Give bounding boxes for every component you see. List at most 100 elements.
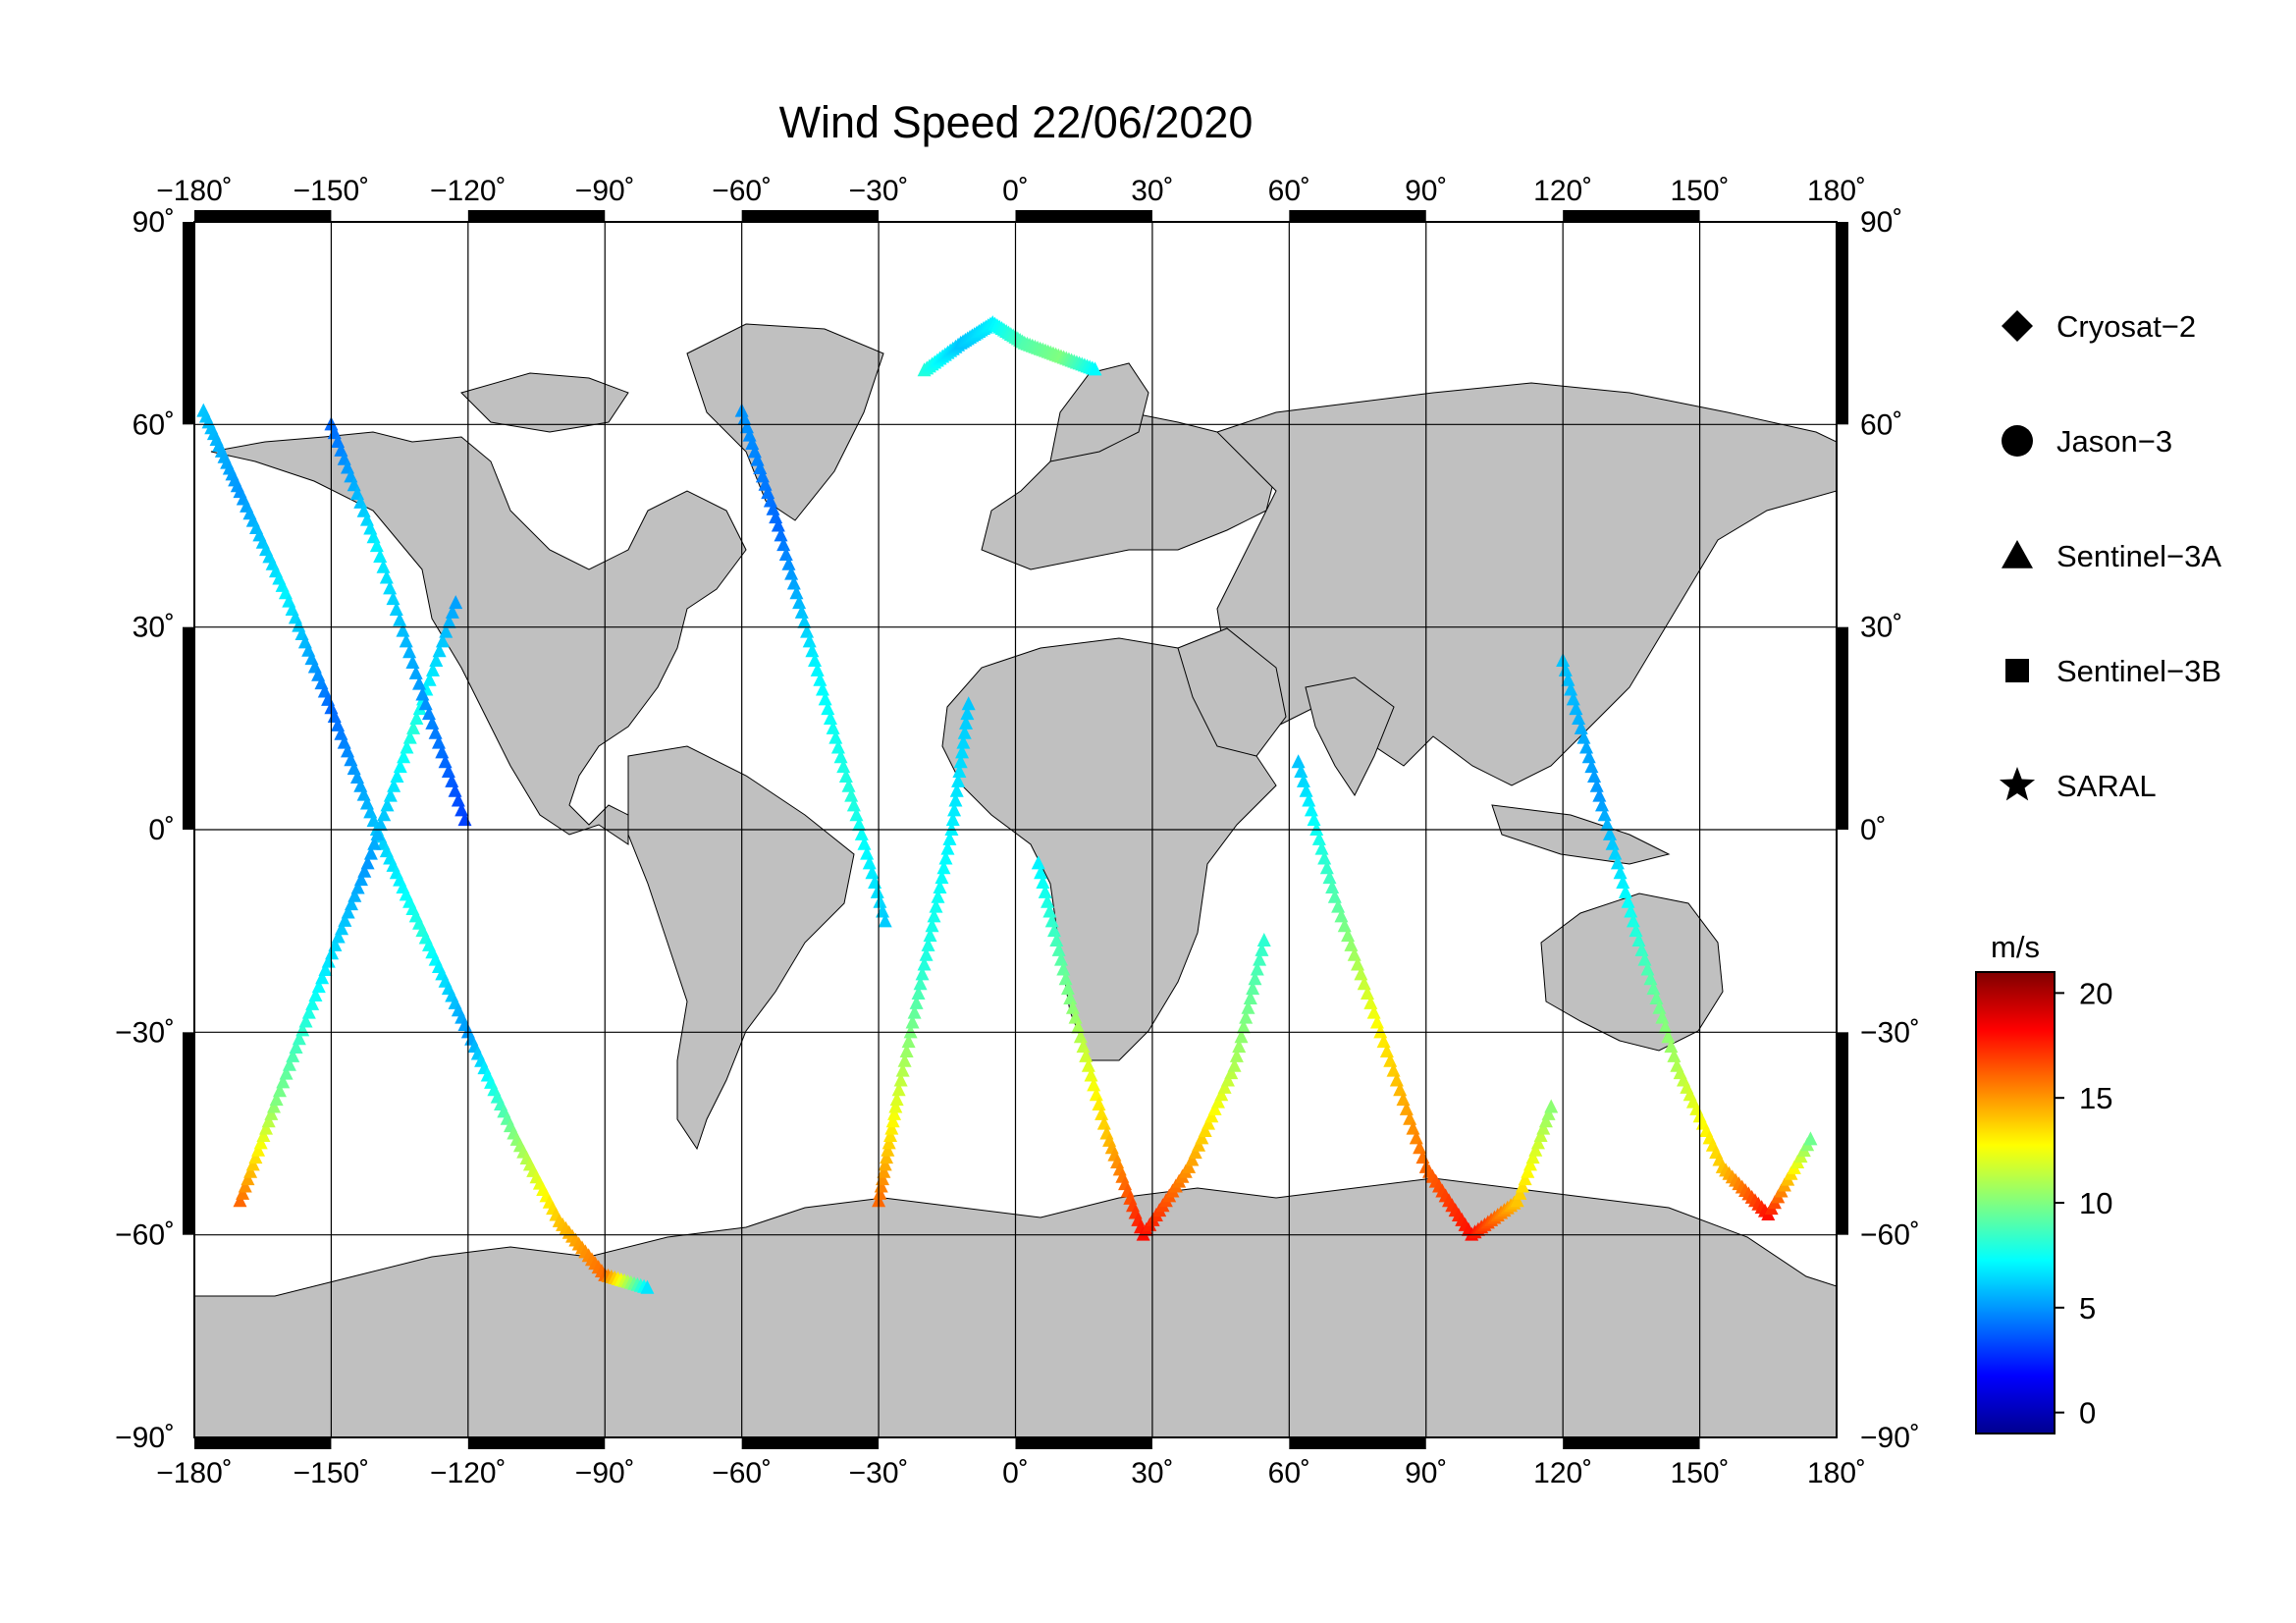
wind-speed-marker bbox=[953, 754, 968, 769]
wind-speed-marker bbox=[325, 946, 340, 960]
wind-speed-marker bbox=[266, 1099, 281, 1113]
wind-speed-marker bbox=[1207, 1101, 1222, 1115]
wind-speed-marker bbox=[1541, 1106, 1556, 1120]
wind-speed-marker bbox=[357, 863, 372, 878]
frame-bar-left bbox=[183, 626, 194, 830]
wind-speed-marker bbox=[923, 928, 937, 943]
wind-speed-marker bbox=[1095, 1106, 1109, 1120]
wind-speed-marker bbox=[781, 556, 796, 570]
wind-speed-marker bbox=[1561, 672, 1575, 686]
triangle-icon bbox=[2002, 540, 2033, 568]
top-lon-tick-label: 150˚ bbox=[1671, 175, 1730, 207]
wind-speed-marker bbox=[1079, 1048, 1094, 1062]
wind-speed-marker bbox=[919, 947, 934, 961]
wind-speed-marker bbox=[885, 1113, 900, 1128]
wind-speed-marker bbox=[810, 662, 825, 676]
top-lon-tick-label: 30˚ bbox=[1131, 175, 1173, 207]
wind-speed-marker bbox=[396, 622, 410, 637]
wind-speed-marker bbox=[449, 595, 463, 610]
wind-speed-marker bbox=[947, 802, 962, 817]
wind-speed-marker bbox=[347, 888, 362, 902]
colorbar-tick-label: 20 bbox=[2079, 976, 2112, 1010]
bottom-lon-tick-label: 120˚ bbox=[1533, 1457, 1592, 1489]
wind-speed-marker bbox=[1510, 1193, 1524, 1208]
wind-speed-marker bbox=[243, 1163, 258, 1178]
wind-speed-marker bbox=[405, 655, 420, 670]
figure-title: Wind Speed 22/06/2020 bbox=[779, 97, 1254, 147]
right-lat-tick-label: −90˚ bbox=[1860, 1422, 1920, 1454]
wind-speed-marker bbox=[880, 1150, 894, 1164]
wind-speed-marker bbox=[1602, 826, 1617, 840]
wind-speed-marker bbox=[406, 720, 421, 734]
wind-speed-marker bbox=[1063, 990, 1078, 1004]
wind-speed-marker bbox=[380, 797, 395, 812]
satellite-legend: Cryosat−2 Jason−3 Sentinel−3A Sentinel−3B SA… bbox=[1999, 309, 2221, 803]
wind-speed-marker bbox=[1294, 764, 1308, 779]
left-lat-tick-label: −60˚ bbox=[115, 1219, 175, 1252]
wind-speed-marker bbox=[1210, 1094, 1225, 1109]
top-lon-tick-label: 60˚ bbox=[1268, 175, 1310, 207]
wind-speed-marker bbox=[897, 1053, 912, 1067]
wind-speed-marker bbox=[1629, 923, 1643, 938]
wind-speed-marker bbox=[1204, 1109, 1219, 1123]
wind-speed-marker bbox=[1624, 903, 1638, 918]
wind-speed-marker bbox=[891, 1082, 906, 1097]
wind-speed-marker bbox=[409, 711, 424, 726]
top-lon-tick-label: 180˚ bbox=[1807, 175, 1866, 207]
wind-speed-marker bbox=[353, 872, 368, 887]
wind-speed-marker bbox=[1185, 1152, 1200, 1166]
wind-speed-marker bbox=[1241, 1000, 1255, 1014]
wind-speed-marker bbox=[439, 623, 454, 638]
wind-speed-marker bbox=[1299, 783, 1313, 797]
wind-speed-marker bbox=[318, 961, 333, 976]
wind-speed-marker bbox=[1034, 865, 1048, 880]
colorbar-tick-label: 5 bbox=[2079, 1291, 2096, 1325]
wind-speed-marker bbox=[1192, 1137, 1206, 1152]
wind-speed-marker bbox=[1618, 884, 1632, 898]
frame-bar-top bbox=[741, 210, 880, 222]
wind-speed-marker bbox=[1584, 759, 1599, 774]
wind-speed-marker bbox=[1220, 1072, 1235, 1087]
wind-speed-marker bbox=[828, 730, 843, 744]
wind-speed-marker bbox=[1621, 893, 1635, 908]
wind-speed-marker bbox=[826, 720, 840, 734]
circle-icon bbox=[2002, 425, 2033, 457]
wind-speed-marker bbox=[1198, 1123, 1212, 1138]
wind-speed-marker bbox=[933, 879, 947, 893]
scandinavia bbox=[1049, 362, 1149, 462]
right-lat-tick-label: 0˚ bbox=[1860, 814, 1887, 846]
wind-speed-marker bbox=[1195, 1130, 1209, 1145]
wind-speed-marker bbox=[321, 953, 336, 968]
wind-speed-marker bbox=[1576, 730, 1591, 744]
top-lon-tick-label: −120˚ bbox=[430, 175, 507, 207]
wind-speed-marker bbox=[377, 807, 392, 822]
right-lat-tick-label: −30˚ bbox=[1860, 1016, 1920, 1049]
wind-speed-marker bbox=[387, 778, 401, 792]
wind-speed-marker bbox=[952, 764, 967, 779]
wind-speed-marker bbox=[1065, 1000, 1080, 1014]
wind-speed-marker bbox=[1626, 913, 1640, 928]
wind-speed-marker bbox=[1234, 1029, 1249, 1044]
bottom-lon-tick-label: 60˚ bbox=[1268, 1457, 1310, 1489]
wind-speed-marker bbox=[253, 1135, 268, 1150]
bottom-lon-tick-label: −30˚ bbox=[849, 1457, 909, 1489]
wind-speed-marker bbox=[857, 836, 872, 850]
arctic-archipelago bbox=[460, 372, 629, 433]
wind-speed-marker bbox=[895, 1062, 910, 1077]
wind-speed-marker bbox=[854, 826, 869, 840]
wind-speed-marker bbox=[1608, 845, 1623, 860]
frame-bars bbox=[183, 210, 1848, 1449]
wind-speed-marker bbox=[951, 773, 966, 787]
wind-speed-marker bbox=[1060, 981, 1075, 996]
wind-speed-marker bbox=[1528, 1142, 1543, 1157]
wind-speed-marker bbox=[245, 1157, 260, 1171]
frame-bar-left bbox=[183, 222, 194, 425]
legend-label: Jason−3 bbox=[2056, 424, 2172, 459]
left-lat-tick-label: 90˚ bbox=[133, 206, 175, 239]
wind-speed-marker bbox=[921, 937, 935, 951]
wind-speed-marker bbox=[1655, 1009, 1670, 1024]
wind-speed-marker bbox=[909, 995, 924, 1009]
wind-speed-marker bbox=[1076, 1039, 1091, 1054]
wind-speed-marker bbox=[1188, 1145, 1202, 1160]
